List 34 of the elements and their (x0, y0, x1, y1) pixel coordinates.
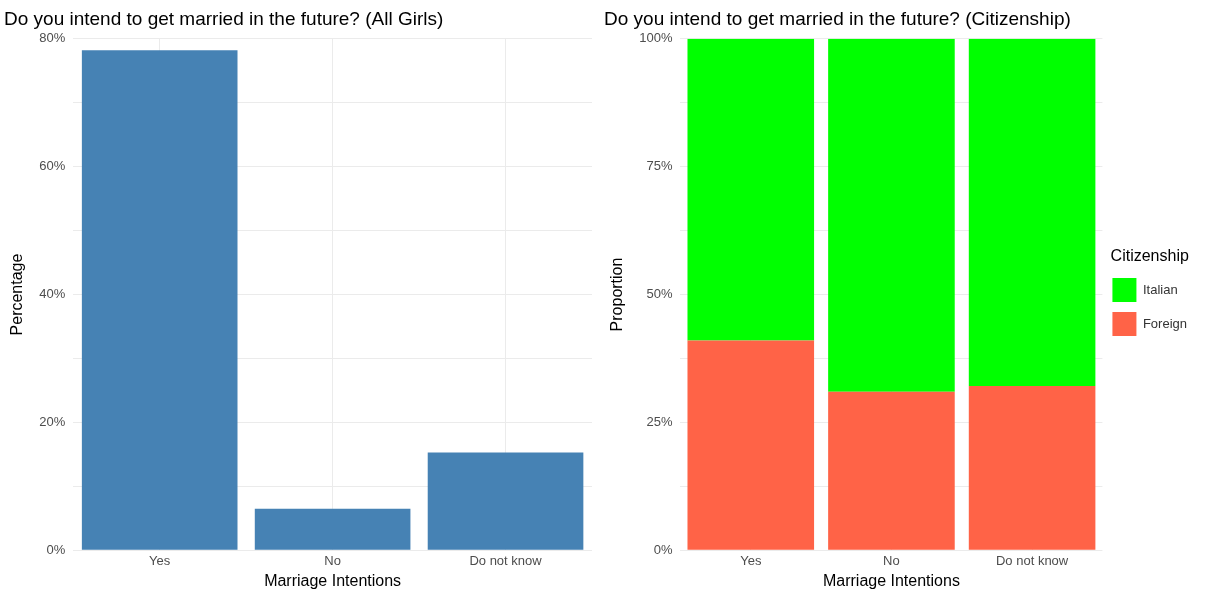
x-tick-label: Yes (740, 552, 762, 568)
y-tick-label: 80% (39, 30, 66, 46)
x-axis-title: Marriage Intentions (822, 571, 960, 589)
y-tick-label: 60% (39, 158, 66, 174)
bar (254, 508, 411, 550)
y-tick-label: 25% (646, 413, 673, 429)
x-tick-label: No (324, 552, 341, 568)
y-axis-title: Percentage (8, 253, 26, 336)
y-tick-label: 20% (39, 413, 66, 429)
x-tick-label: No (883, 552, 900, 568)
y-tick-label: 75% (646, 158, 673, 174)
y-tick-label: 100% (639, 30, 673, 46)
y-tick-label: 40% (39, 286, 66, 302)
x-tick-label: Do not know (995, 552, 1069, 568)
legend-label: Foreign (1142, 315, 1187, 331)
y-tick-label: 0% (653, 541, 673, 557)
y-tick-label: 50% (646, 286, 673, 302)
chart-title: Do you intend to get married in the future? (All Girls) (4, 7, 444, 29)
bar (828, 391, 955, 550)
chart-title: Do you intend to get married in the future? (Citizenship) (604, 7, 1071, 29)
bar (687, 340, 815, 550)
x-tick-label: Yes (149, 552, 171, 568)
bar (687, 38, 815, 341)
x-axis-title: Marriage Intentions (264, 571, 402, 589)
x-tick-label: Do not know (469, 552, 543, 568)
bar (81, 50, 238, 550)
y-tick-label: 0% (46, 541, 66, 557)
bar (427, 452, 584, 550)
legend-label: Italian (1142, 281, 1178, 297)
y-axis-title: Proportion (608, 257, 626, 332)
bar (828, 38, 955, 392)
bar (968, 386, 1096, 550)
legend-title: Citizenship (1110, 247, 1189, 265)
bar (968, 38, 1096, 387)
